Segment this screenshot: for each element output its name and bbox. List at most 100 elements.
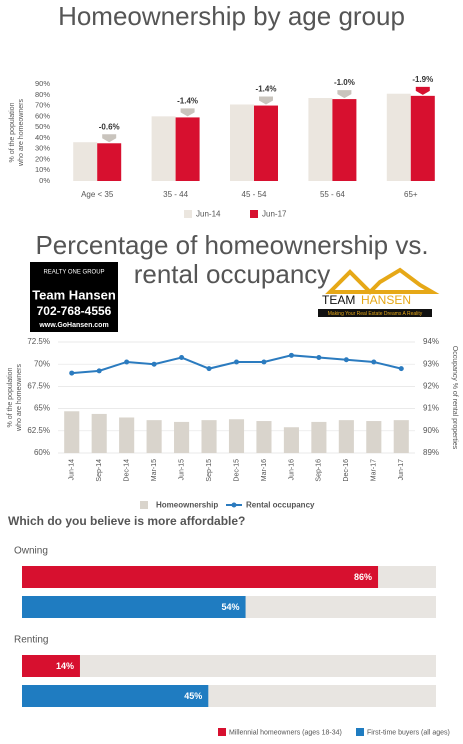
y-axis-label: who are homeowners (16, 364, 23, 432)
bar (254, 105, 278, 181)
bar (64, 411, 80, 453)
value-label: 86% (354, 572, 372, 582)
change-arrow (102, 134, 117, 143)
line-point (69, 370, 75, 376)
line-point (371, 359, 377, 365)
x-tick-label: Dec-14 (123, 459, 130, 482)
bar (230, 104, 254, 181)
legend-label: Jun-14 (196, 210, 221, 219)
y2-tick-label: 91% (423, 404, 439, 413)
legend-label: Millennial homeowners (ages 18-34) (229, 729, 342, 736)
logo-word: HANSEN (361, 293, 411, 307)
bar (332, 99, 357, 181)
x-tick-label: Sep-15 (206, 459, 213, 482)
bar (175, 117, 200, 181)
x-tick-label: Dec-16 (343, 459, 350, 482)
y-tick-label: 62.5% (27, 426, 50, 435)
bar (338, 420, 354, 453)
line-point (151, 361, 157, 367)
change-annotation: -1.0% (334, 78, 355, 87)
line-point (179, 355, 185, 361)
y-tick-label: 72.5% (27, 337, 50, 346)
logo-brand: REALTY ONE GROUP (43, 270, 104, 276)
y-tick-label: 10% (35, 165, 50, 174)
x-tick-label: Dec-15 (233, 459, 240, 482)
x-tick-label: Jun-14 (69, 459, 76, 481)
line-point (234, 359, 239, 365)
bar (393, 420, 409, 453)
legend-swatch (140, 501, 148, 509)
legend-swatch (356, 728, 364, 736)
y-tick-label: 60% (34, 448, 50, 457)
line-point (261, 359, 267, 365)
bar (151, 116, 176, 181)
x-tick-label: Mar-17 (371, 459, 378, 481)
change-arrow (180, 108, 195, 117)
bar (410, 95, 435, 181)
value-label: 14% (56, 661, 74, 671)
y-tick-label: 90% (35, 79, 50, 88)
legend-swatch (184, 210, 192, 218)
chart-title: Which do you believe is more affordable? (8, 514, 245, 528)
bar (308, 98, 333, 181)
bar (22, 596, 246, 618)
bar (174, 421, 190, 453)
line-point (343, 357, 349, 363)
y2-tick-label: 94% (423, 337, 439, 346)
line-point (206, 366, 212, 372)
bar (22, 655, 80, 677)
x-tick-label: Sep-14 (96, 459, 103, 482)
line-point (398, 366, 404, 372)
value-label: 54% (222, 602, 240, 612)
legend-label: Homeownership (156, 501, 218, 510)
y-tick-label: 70% (35, 101, 50, 110)
chart-title: Homeownership by age group (58, 1, 405, 31)
x-tick-label: Jun-16 (288, 459, 295, 481)
line-point (288, 352, 294, 358)
change-arrow (337, 90, 352, 99)
logo-tagline: Making Your Real Estate Dreams A Reality (328, 311, 423, 317)
x-tick-label: 55 - 64 (320, 190, 345, 199)
x-tick-label: Jun-15 (178, 459, 185, 481)
change-annotation: -1.9% (412, 75, 433, 84)
y-tick-label: 40% (35, 133, 50, 142)
y2-tick-label: 89% (423, 448, 439, 457)
y-axis-label: who are homeowners (18, 99, 25, 167)
y-tick-label: 60% (35, 111, 50, 120)
change-arrow (259, 96, 273, 105)
group-label: Renting (14, 635, 48, 646)
x-tick-label: Mar-16 (261, 459, 268, 481)
bar (22, 566, 379, 588)
logo-roofs (325, 267, 440, 295)
change-arrow (415, 86, 430, 95)
bar (228, 419, 245, 453)
bar (22, 685, 209, 707)
track (22, 655, 436, 677)
line-point (316, 355, 322, 361)
bar (73, 142, 98, 181)
logo-band (318, 309, 432, 317)
y-tick-label: 67.5% (27, 382, 50, 391)
bar (119, 417, 135, 453)
y-tick-label: 65% (34, 404, 50, 413)
x-tick-label: Sep-16 (316, 459, 323, 482)
legend-dot (231, 502, 237, 508)
y-axis-label: % of the population (9, 102, 16, 162)
bar (201, 420, 217, 453)
logo-team: Team Hansen (32, 287, 116, 302)
logo-phone: 702-768-4556 (37, 304, 112, 318)
y2-tick-label: 90% (423, 426, 439, 435)
y2-tick-label: 92% (423, 382, 439, 391)
x-tick-label: 35 - 44 (163, 190, 188, 199)
y-axis-label: % of the population (7, 367, 14, 427)
change-annotation: -1.4% (177, 97, 198, 106)
group-label: Owning (14, 546, 48, 557)
legend-label: First-time buyers (all ages) (367, 729, 450, 736)
bar (366, 421, 382, 453)
bar (97, 143, 122, 181)
legend-swatch (250, 210, 258, 218)
x-tick-label: Jun-17 (398, 459, 405, 481)
x-tick-label: 65+ (404, 190, 418, 199)
